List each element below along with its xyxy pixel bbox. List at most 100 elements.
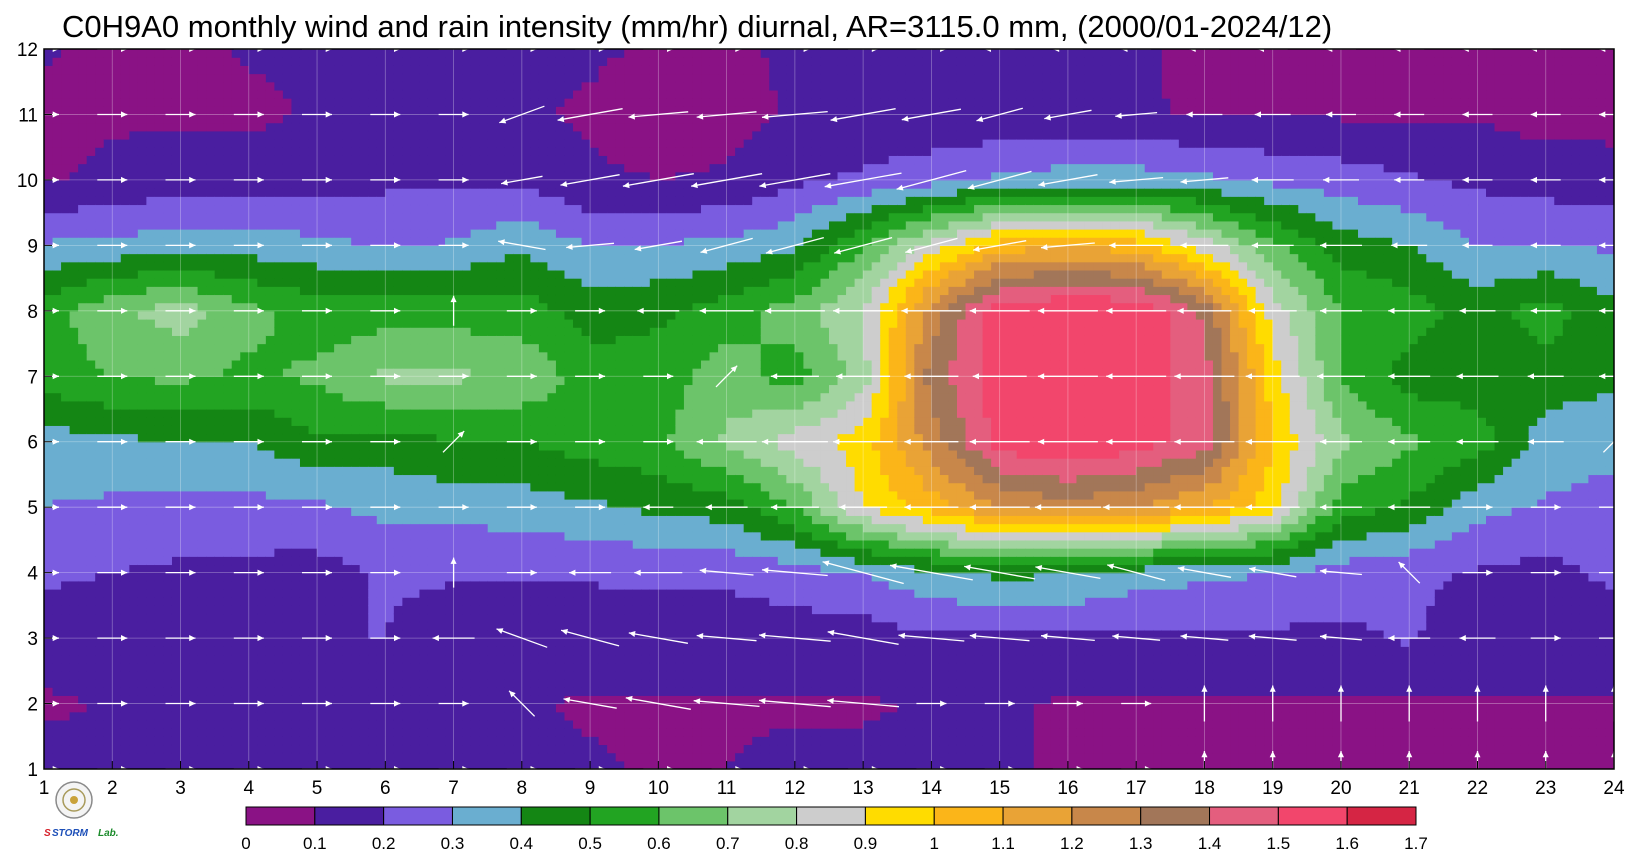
intensity-cell: [317, 556, 327, 566]
intensity-cell: [61, 441, 71, 451]
intensity-cell: [445, 57, 455, 66]
intensity-cell: [427, 98, 438, 107]
intensity-cell: [393, 490, 403, 500]
intensity-cell: [146, 703, 156, 713]
intensity-cell: [86, 728, 96, 737]
intensity-cell: [137, 106, 147, 116]
intensity-cell: [154, 384, 165, 394]
intensity-cell: [197, 155, 207, 165]
intensity-cell: [376, 269, 386, 279]
intensity-cell: [146, 433, 156, 443]
intensity-cell: [419, 425, 429, 435]
intensity-cell: [129, 507, 139, 516]
intensity-cell: [359, 752, 369, 762]
intensity-cell: [171, 703, 182, 713]
intensity-cell: [385, 196, 395, 206]
intensity-cell: [129, 319, 139, 328]
intensity-cell: [248, 139, 258, 148]
intensity-cell: [376, 490, 386, 500]
intensity-cell: [282, 368, 293, 377]
intensity-cell: [240, 507, 250, 516]
intensity-cell: [470, 155, 480, 165]
intensity-cell: [402, 81, 412, 91]
intensity-cell: [521, 482, 531, 492]
intensity-cell: [154, 286, 165, 296]
intensity-cell: [129, 327, 139, 336]
intensity-cell: [197, 433, 207, 443]
intensity-cell: [342, 278, 352, 287]
intensity-cell: [317, 220, 327, 230]
intensity-cell: [299, 736, 310, 746]
intensity-cell: [410, 482, 421, 492]
intensity-cell: [299, 245, 310, 255]
intensity-cell: [197, 327, 207, 336]
intensity-cell: [513, 638, 523, 647]
intensity-cell: [257, 229, 267, 238]
intensity-cell: [86, 507, 96, 516]
intensity-cell: [470, 744, 480, 754]
intensity-cell: [137, 654, 147, 664]
intensity-cell: [385, 245, 395, 255]
intensity-cell: [206, 736, 216, 746]
intensity-cell: [171, 752, 182, 762]
intensity-cell: [265, 744, 275, 754]
intensity-cell: [274, 130, 284, 140]
intensity-cell: [376, 580, 386, 590]
intensity-cell: [445, 196, 455, 206]
intensity-cell: [470, 335, 480, 345]
intensity-cell: [334, 65, 344, 75]
intensity-cell: [240, 278, 250, 287]
intensity-cell: [436, 695, 446, 705]
intensity-cell: [52, 253, 62, 263]
intensity-cell: [248, 499, 258, 508]
intensity-cell: [470, 589, 480, 598]
intensity-cell: [410, 474, 421, 484]
intensity-cell: [44, 458, 54, 467]
intensity-cell: [479, 507, 489, 516]
intensity-cell: [410, 687, 421, 696]
intensity-cell: [393, 605, 403, 615]
intensity-cell: [86, 621, 96, 631]
intensity-cell: [351, 229, 361, 238]
intensity-cell: [376, 73, 386, 83]
intensity-cell: [257, 736, 267, 746]
intensity-cell: [120, 409, 130, 418]
intensity-cell: [282, 441, 293, 451]
intensity-cell: [282, 695, 293, 705]
intensity-cell: [86, 556, 96, 566]
intensity-cell: [342, 597, 352, 606]
intensity-cell: [146, 49, 156, 58]
intensity-cell: [342, 114, 352, 124]
intensity-cell: [453, 57, 463, 66]
intensity-cell: [146, 507, 156, 516]
intensity-cell: [496, 163, 506, 173]
intensity-cell: [206, 73, 216, 83]
intensity-cell: [436, 368, 446, 377]
intensity-cell: [410, 245, 421, 255]
intensity-cell: [410, 122, 421, 132]
intensity-cell: [129, 589, 139, 598]
intensity-cell: [504, 106, 514, 116]
intensity-cell: [95, 188, 105, 197]
intensity-cell: [282, 736, 293, 746]
intensity-cell: [146, 621, 156, 631]
intensity-cell: [44, 556, 54, 566]
intensity-cell: [359, 400, 369, 410]
intensity-cell: [334, 392, 344, 402]
intensity-cell: [504, 711, 514, 721]
intensity-cell: [206, 654, 216, 664]
intensity-cell: [214, 760, 224, 769]
intensity-cell: [479, 89, 489, 99]
intensity-cell: [436, 425, 446, 435]
intensity-cell: [129, 188, 139, 197]
intensity-cell: [44, 286, 54, 296]
intensity-cell: [231, 687, 241, 696]
intensity-cell: [95, 449, 105, 459]
intensity-cell: [419, 760, 429, 769]
intensity-cell: [137, 752, 147, 762]
intensity-cell: [376, 319, 386, 328]
intensity-cell: [282, 507, 293, 516]
intensity-cell: [325, 343, 335, 353]
intensity-cell: [410, 73, 421, 83]
intensity-cell: [351, 319, 361, 328]
